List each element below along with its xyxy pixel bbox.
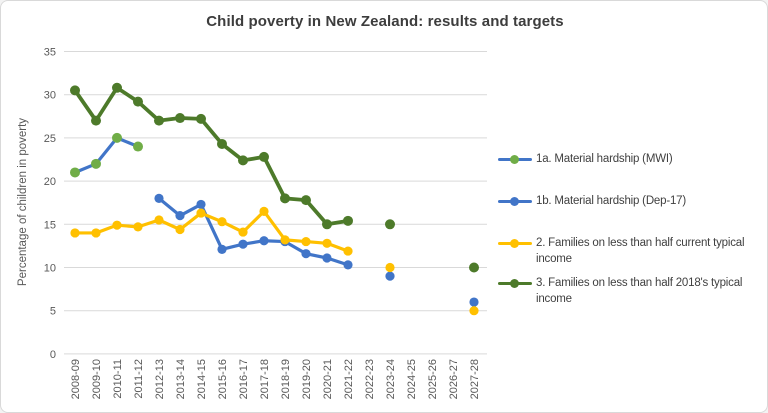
x-tick-label: 2027-28 bbox=[469, 359, 481, 399]
data-point bbox=[70, 228, 80, 238]
series-line bbox=[73, 136, 140, 175]
legend-swatch-dep17 bbox=[498, 193, 532, 209]
data-point bbox=[154, 215, 164, 225]
data-point bbox=[322, 253, 332, 263]
x-tick-label: 2016-17 bbox=[238, 359, 250, 399]
data-point bbox=[133, 96, 143, 107]
x-tick-label: 2022-23 bbox=[364, 359, 376, 399]
legend-swatch-half-2018-income bbox=[498, 275, 532, 291]
x-tick-label: 2014-15 bbox=[196, 359, 208, 399]
data-point bbox=[70, 85, 80, 96]
x-tick-label: 2018-19 bbox=[280, 359, 292, 399]
data-point bbox=[385, 219, 395, 230]
data-point bbox=[217, 244, 227, 254]
y-tick-label: 20 bbox=[44, 176, 56, 188]
legend-swatch-mwi bbox=[498, 151, 532, 167]
y-tick-label: 10 bbox=[44, 263, 56, 275]
x-tick-label: 2023-24 bbox=[385, 359, 397, 399]
data-point bbox=[133, 141, 143, 152]
data-point bbox=[385, 271, 395, 281]
legend-item-half-current-income: 2. Families on less than half current ty… bbox=[498, 235, 762, 267]
legend-label: 1b. Material hardship (Dep-17) bbox=[536, 195, 686, 207]
data-point bbox=[469, 306, 479, 316]
data-point bbox=[196, 208, 206, 218]
data-point bbox=[469, 297, 479, 307]
data-point bbox=[385, 262, 395, 273]
data-point bbox=[91, 158, 101, 169]
data-point bbox=[154, 115, 164, 126]
x-tick-label: 2025-26 bbox=[427, 359, 439, 399]
data-point bbox=[469, 262, 479, 273]
data-point bbox=[217, 138, 227, 149]
y-tick-label: 35 bbox=[44, 47, 56, 59]
x-tick-label: 2010-11 bbox=[112, 359, 124, 399]
data-point bbox=[175, 224, 185, 235]
x-tick-label: 2008-09 bbox=[70, 359, 82, 399]
legend-swatch-half-current-income bbox=[498, 235, 532, 251]
data-point bbox=[301, 195, 311, 206]
data-point bbox=[238, 227, 248, 237]
y-tick-label: 15 bbox=[44, 219, 56, 231]
data-point bbox=[91, 228, 101, 238]
x-tick-label: 2011-12 bbox=[133, 359, 145, 399]
series-line bbox=[157, 196, 350, 267]
data-point bbox=[196, 113, 206, 124]
y-tick-label: 25 bbox=[44, 133, 56, 145]
legend-label: 1a. Material hardship (MWI) bbox=[536, 153, 673, 165]
y-tick-label: 30 bbox=[44, 90, 56, 102]
data-point bbox=[343, 215, 353, 226]
data-point bbox=[259, 151, 269, 162]
x-tick-label: 2019-20 bbox=[301, 359, 313, 399]
legend-label: 2. Families on less than half current ty… bbox=[536, 237, 745, 265]
legend-item-material-hardship-mwi: 1a. Material hardship (MWI) bbox=[498, 151, 673, 167]
data-point bbox=[238, 155, 248, 166]
chart-title: Child poverty in New Zealand: results an… bbox=[206, 13, 564, 30]
data-point bbox=[91, 115, 101, 126]
data-point bbox=[217, 217, 227, 227]
data-point bbox=[196, 199, 206, 210]
y-tick-label: 5 bbox=[50, 306, 56, 318]
x-tick-label: 2015-16 bbox=[217, 359, 229, 399]
data-point bbox=[280, 193, 290, 204]
data-point bbox=[301, 236, 311, 247]
y-tick-label: 0 bbox=[50, 349, 56, 361]
legend-item-material-hardship-dep17: 1b. Material hardship (Dep-17) bbox=[498, 193, 686, 209]
data-point bbox=[301, 249, 311, 259]
data-point bbox=[154, 193, 164, 203]
legend-label: 3. Families on less than half 2018's typ… bbox=[536, 277, 743, 305]
data-point bbox=[343, 260, 353, 270]
x-tick-label: 2009-10 bbox=[91, 359, 103, 399]
data-point bbox=[343, 246, 353, 256]
x-tick-label: 2021-22 bbox=[343, 359, 355, 399]
data-point bbox=[133, 222, 143, 232]
x-tick-label: 2026-27 bbox=[448, 359, 460, 399]
legend: 1a. Material hardship (MWI) 1b. Material… bbox=[498, 144, 766, 320]
data-point bbox=[259, 206, 269, 216]
x-tick-label: 2017-18 bbox=[259, 359, 271, 399]
data-point bbox=[259, 236, 269, 246]
data-point bbox=[112, 132, 122, 143]
x-tick-label: 2012-13 bbox=[154, 359, 166, 399]
data-point bbox=[112, 82, 122, 93]
x-tick-label: 2013-14 bbox=[175, 359, 187, 399]
data-point bbox=[175, 211, 185, 221]
x-tick-label: 2024-25 bbox=[406, 359, 418, 399]
data-point bbox=[238, 239, 248, 249]
data-point bbox=[175, 113, 185, 124]
data-point bbox=[112, 220, 122, 230]
data-point bbox=[322, 238, 332, 248]
legend-item-half-2018-income: 3. Families on less than half 2018's typ… bbox=[498, 275, 767, 307]
data-point bbox=[70, 167, 80, 178]
data-point bbox=[322, 219, 332, 230]
x-tick-label: 2020-21 bbox=[322, 359, 334, 399]
data-point bbox=[280, 235, 290, 245]
